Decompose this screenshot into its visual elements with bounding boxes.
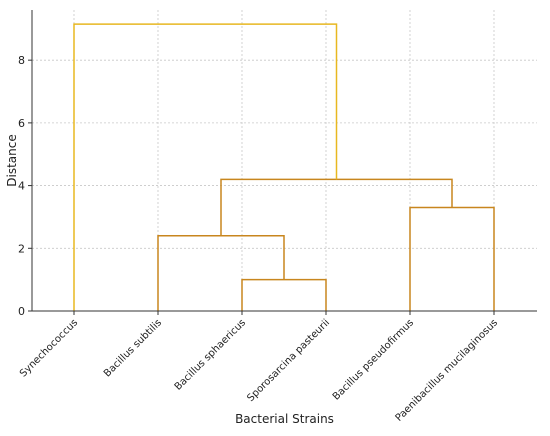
leaf-label-1: Bacillus subtilis: [102, 317, 164, 379]
merge-link-4: [73, 23, 338, 311]
leaf-label-4: Bacillus pseudofirmus: [331, 317, 416, 402]
leaf-label-0: Synechococcus: [18, 317, 80, 379]
leaf-label-5: Paenibacillus mucilaginosus: [394, 317, 501, 424]
dendrogram-links: [73, 23, 495, 311]
merge-link-0: [241, 278, 327, 311]
leaf-label-3: Sporosarcina pasteurii: [245, 317, 332, 404]
x-axis-title: Bacterial Strains: [235, 412, 334, 426]
y-axis-title: Distance: [5, 134, 19, 186]
y-tick-label-4: 8: [18, 54, 25, 67]
y-tick-label-2: 4: [18, 180, 25, 193]
y-tick-label-0: 0: [18, 305, 25, 318]
merge-link-2: [409, 206, 495, 311]
merge-link-1: [157, 235, 285, 311]
y-tick-label-1: 2: [18, 242, 25, 255]
y-tick-label-3: 6: [18, 117, 25, 130]
leaf-label-2: Bacillus sphaericus: [173, 317, 248, 392]
axes: [28, 10, 537, 315]
merge-link-3: [220, 178, 453, 236]
